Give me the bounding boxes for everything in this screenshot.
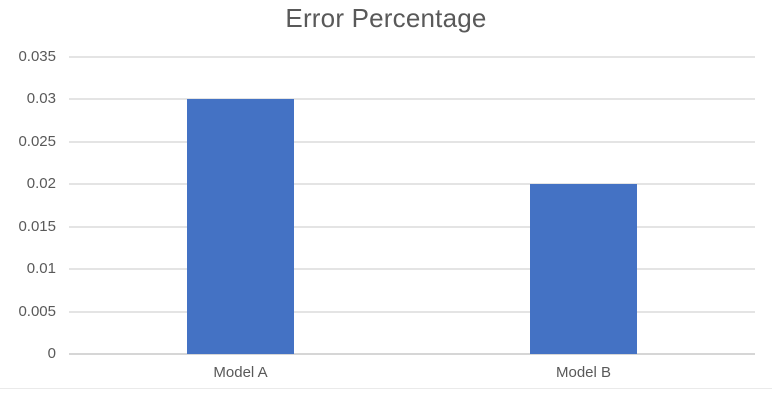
gridline [69, 225, 755, 228]
chart-title: Error Percentage [285, 3, 487, 33]
y-tick-label: 0.02 [26, 175, 56, 193]
y-tick-label: 0.03 [26, 90, 56, 108]
gridline [69, 98, 755, 101]
y-tick-label: 0.025 [18, 132, 56, 150]
gridline [69, 56, 755, 58]
gridline [69, 310, 755, 313]
x-axis-line [69, 353, 755, 355]
y-tick-label: 0.015 [18, 217, 56, 235]
y-tick-label: 0 [47, 345, 56, 362]
chart-frame-bottom-border [0, 388, 772, 389]
bar-model-a [187, 99, 294, 354]
bar-model-b [530, 184, 637, 354]
gridline [69, 183, 755, 186]
x-category-label: Model A [213, 364, 268, 381]
y-tick-label: 0.01 [26, 260, 56, 278]
y-tick-label: 0.035 [18, 48, 56, 65]
gridline [69, 268, 755, 271]
y-tick-label: 0.005 [18, 302, 56, 320]
x-category-label: Model B [555, 364, 612, 381]
gridline [69, 140, 755, 143]
